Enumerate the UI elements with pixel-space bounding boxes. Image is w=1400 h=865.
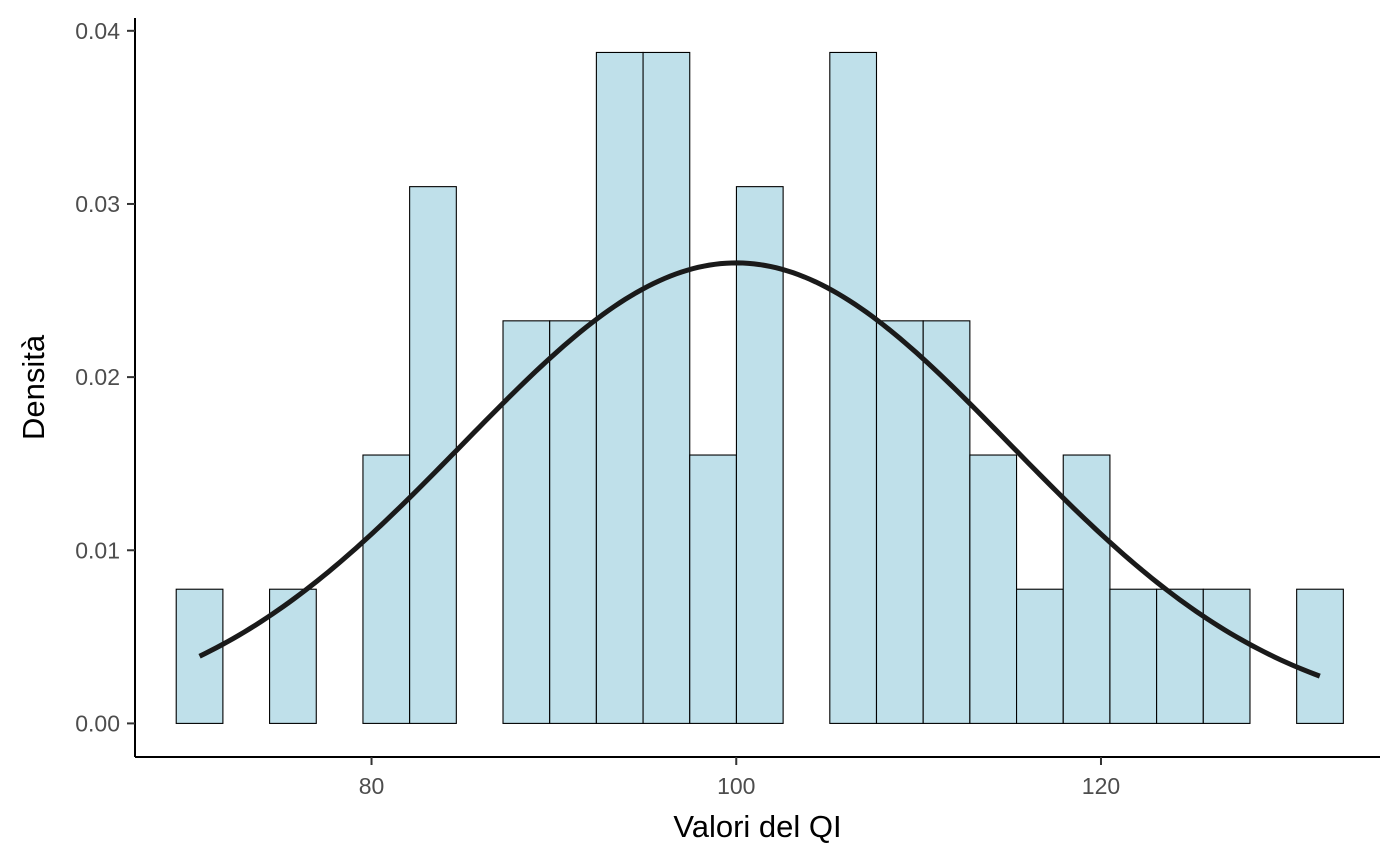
histogram-bar-25 (1296, 588, 1344, 724)
histogram-bar-11 (642, 51, 691, 724)
histogram-bar-9 (549, 320, 597, 724)
y-axis-title: Densità (16, 334, 51, 440)
normal-density-curve (198, 260, 1321, 679)
histogram-bar-18 (969, 454, 1018, 724)
histogram-bar-15 (829, 51, 878, 724)
x-axis-ticks: 80 100 120 (359, 757, 1120, 799)
histogram-bar-10 (595, 51, 644, 724)
y-tick-label-0.00: 0.00 (75, 710, 120, 736)
x-tick-label-80: 80 (359, 773, 385, 799)
x-axis-title: Valori del QI (673, 809, 841, 844)
histogram-bar-19 (1015, 588, 1064, 724)
histogram-bar-12 (689, 454, 737, 724)
y-tick-label-0.02: 0.02 (75, 364, 120, 390)
x-tick-label-100: 100 (717, 773, 755, 799)
histogram-bar-5 (362, 454, 411, 724)
x-tick-label-120: 120 (1082, 773, 1120, 799)
histogram-bar-8 (502, 320, 551, 724)
histogram-bar-23 (1202, 588, 1251, 724)
histogram-bar-21 (1109, 588, 1158, 724)
histogram-bar-16 (875, 320, 924, 724)
histogram-bar-1 (175, 588, 224, 724)
y-axis-ticks: 0.00 0.01 0.02 0.03 0.04 (75, 18, 135, 736)
y-tick-label-0.01: 0.01 (75, 537, 120, 563)
histogram-bars (175, 51, 1344, 724)
y-tick-label-0.04: 0.04 (75, 18, 120, 44)
histogram-bar-13 (735, 186, 784, 724)
y-tick-label-0.03: 0.03 (75, 191, 120, 217)
histogram-bar-20 (1062, 454, 1111, 724)
histogram-bar-17 (922, 320, 971, 724)
